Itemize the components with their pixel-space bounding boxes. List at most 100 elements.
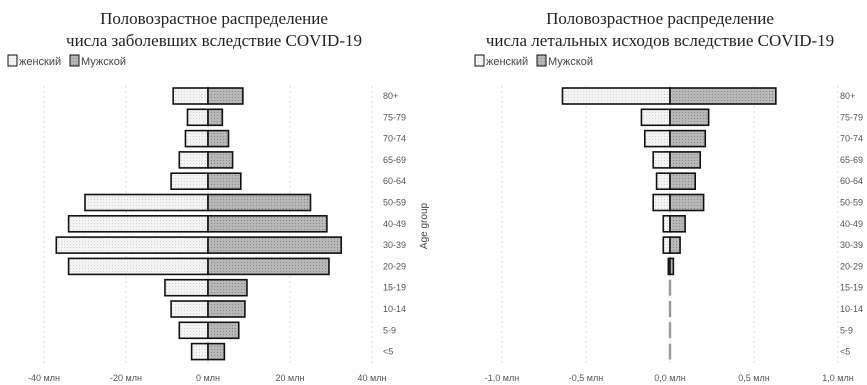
x-tick-label: -20 млн — [110, 373, 142, 383]
bar-female — [184, 129, 209, 148]
legend-label-female: женский — [19, 56, 61, 68]
legend-swatch-male — [69, 54, 80, 67]
bar-male — [207, 257, 330, 276]
bar-male — [207, 193, 312, 212]
legend-label-female: женский — [486, 56, 528, 68]
bar-female — [662, 215, 671, 233]
bar-male — [207, 87, 244, 105]
chart-deaths: Половозрастное распределение числа летал… — [474, 9, 854, 383]
bar-female — [190, 342, 209, 361]
age-tick-label: 75-79 — [840, 112, 863, 122]
x-tick-label: 0,5 млн — [738, 373, 769, 383]
bar-male — [207, 342, 226, 361]
x-tick-label: 40 млн — [358, 373, 387, 383]
x-axis-ticks: -1,0 млн -0,5 млн 0,0 млн 0,5 млн 1,0 млн — [485, 373, 854, 383]
bar-female — [561, 87, 671, 105]
age-tick-label: 70-74 — [840, 134, 863, 144]
x-tick-label: 1,0 млн — [822, 373, 853, 383]
chart-title-line-1: Половозрастное распределение — [546, 9, 774, 28]
age-tick-label: 10-14 — [840, 304, 863, 314]
bar-female — [662, 236, 671, 254]
bar-female — [170, 300, 209, 318]
bars — [55, 87, 343, 361]
legend: женский Мужской — [474, 54, 593, 68]
bar-male — [669, 129, 707, 148]
chart-title-line-2: числа летальных исходов вследствие COVID… — [486, 31, 834, 50]
bar-male — [669, 87, 777, 105]
bar-female — [178, 321, 209, 340]
age-tick-label: 30-39 — [840, 240, 863, 250]
age-axis-title: Age group — [419, 202, 430, 249]
chart-cases: Половозрастное распределение числа забол… — [7, 9, 386, 383]
age-tick-label: 60-64 — [840, 176, 863, 186]
x-tick-label: -40 млн — [28, 373, 60, 383]
bar-male — [669, 151, 702, 169]
bar-female — [668, 279, 670, 296]
legend-label-male: Мужской — [548, 56, 593, 68]
bar-female — [178, 151, 209, 169]
bar-male — [207, 172, 242, 190]
bar-male — [207, 278, 248, 297]
age-tick-label: <5 — [840, 347, 850, 357]
bar-female — [668, 322, 670, 339]
chart-title-line-1: Половозрастное распределение — [100, 9, 328, 28]
age-tick-label: <5 — [383, 347, 393, 357]
age-tick-label: 65-69 — [383, 155, 406, 165]
bar-male — [669, 108, 710, 127]
age-tick-label: 50-59 — [383, 198, 406, 208]
age-tick-label: 60-64 — [383, 176, 406, 186]
bar-female — [652, 151, 671, 169]
age-tick-label: 50-59 — [840, 198, 863, 208]
age-tick-label: 15-19 — [383, 283, 406, 293]
bar-female — [643, 129, 671, 148]
legend: женский Мужской — [7, 54, 126, 68]
x-axis-ticks: -40 млн -20 млн 0 млн 20 млн 40 млн — [28, 373, 386, 383]
age-tick-label: 40-49 — [383, 219, 406, 229]
bar-male — [670, 343, 672, 360]
bar-male — [670, 279, 672, 296]
x-tick-label: 0,0 млн — [654, 373, 685, 383]
x-tick-label: 0 млн — [196, 373, 220, 383]
bar-male — [207, 215, 328, 233]
bar-female — [164, 278, 209, 297]
bar-female — [186, 108, 209, 127]
age-tick-label: 65-69 — [840, 155, 863, 165]
age-tick-label: 40-49 — [840, 219, 863, 229]
age-axis-left: 80+ 75-79 70-74 65-69 60-64 50-59 40-49 30-39 20… — [383, 91, 406, 357]
bar-female — [67, 257, 209, 276]
bar-male — [207, 236, 343, 254]
age-tick-label: 30-39 — [383, 240, 406, 250]
age-axis-right: 80+ 75-79 70-74 65-69 60-64 50-59 40-49 30-39 20… — [840, 91, 863, 357]
age-tick-label: 70-74 — [383, 134, 406, 144]
bars — [561, 87, 777, 360]
bar-male — [669, 257, 675, 276]
bar-male — [669, 215, 686, 233]
bar-female — [67, 215, 209, 233]
bar-male — [207, 300, 246, 318]
bar-male — [207, 151, 234, 169]
x-tick-label: -0,5 млн — [569, 373, 603, 383]
legend-swatch-male — [536, 54, 547, 67]
bar-female — [655, 172, 671, 190]
legend-label-male: Мужской — [81, 56, 126, 68]
bar-male — [670, 322, 672, 339]
bar-female — [170, 172, 209, 190]
x-tick-label: -1,0 млн — [485, 373, 519, 383]
age-tick-label: 75-79 — [383, 112, 406, 122]
age-tick-label: 80+ — [840, 91, 855, 101]
bar-female — [172, 87, 209, 105]
age-tick-label: 20-29 — [840, 261, 863, 271]
bar-female — [668, 343, 670, 360]
age-tick-label: 15-19 — [840, 283, 863, 293]
age-tick-label: 5-9 — [383, 325, 396, 335]
age-tick-label: 10-14 — [383, 304, 406, 314]
legend-swatch-female — [7, 54, 18, 67]
chart-title-line-2: числа заболевших вследствие COVID-19 — [66, 31, 362, 50]
bar-female — [55, 236, 209, 254]
bar-female — [84, 193, 209, 212]
x-tick-label: 20 млн — [276, 373, 305, 383]
legend-swatch-female — [474, 54, 485, 67]
bar-male — [670, 301, 672, 317]
bar-female — [652, 193, 671, 212]
